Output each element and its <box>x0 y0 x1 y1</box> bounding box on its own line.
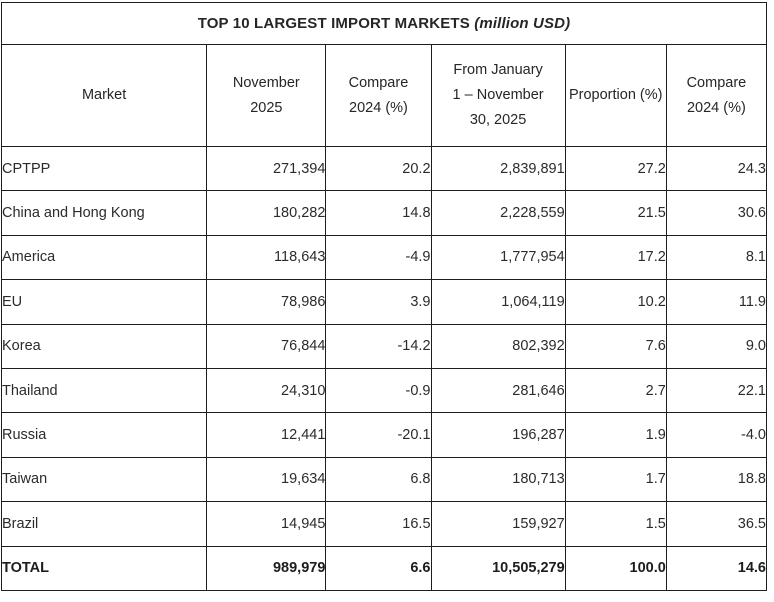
header-line: 2024 (%) <box>349 99 408 116</box>
cell-proportion: 1.7 <box>564 456 667 503</box>
header-line: 1 – November <box>452 87 544 103</box>
cell-november: 19,634 <box>206 456 327 503</box>
header-line: Compare <box>348 74 409 91</box>
cell-compare-month: 16.5 <box>325 501 432 547</box>
table-row: EU 78,986 3.9 1,064,119 10.2 11.9 <box>0 279 768 325</box>
header-line: 30, 2025 <box>469 112 527 128</box>
cell-market: Thailand <box>0 367 208 414</box>
cell-compare-month: 6.8 <box>325 456 432 503</box>
table-title: TOP 10 LARGEST IMPORT MARKETS (million U… <box>1 2 767 45</box>
cell-market: CPTPP <box>0 145 208 192</box>
cell-november: 24,310 <box>206 367 327 414</box>
column-header-compare-cumulative: Compare 2024 (%) <box>665 44 768 147</box>
table-body: CPTPP 271,394 20.2 2,839,891 27.2 24.3 C… <box>0 145 768 591</box>
cell-compare-cumulative: -4.0 <box>665 412 768 458</box>
cell-november: 180,282 <box>206 190 327 236</box>
cell-proportion: 27.2 <box>564 145 667 192</box>
cell-proportion: 100.0 <box>564 545 667 591</box>
cell-compare-month: -20.1 <box>325 412 432 458</box>
table-row: China and Hong Kong 180,282 14.8 2,228,5… <box>0 190 768 236</box>
cell-november: 118,643 <box>206 234 327 281</box>
cell-proportion: 10.2 <box>564 279 667 325</box>
header-line: November <box>232 74 300 91</box>
column-header-cumulative: From January 1 – November 30, 2025 <box>430 44 566 147</box>
cell-compare-month: -0.9 <box>325 367 432 414</box>
cell-compare-cumulative: 24.3 <box>665 145 768 192</box>
cell-market: TOTAL <box>0 545 208 591</box>
table-row: Taiwan 19,634 6.8 180,713 1.7 18.8 <box>0 456 768 503</box>
table-row: Korea 76,844 -14.2 802,392 7.6 9.0 <box>0 323 768 369</box>
cell-proportion: 2.7 <box>564 367 667 414</box>
header-row: Market November 2025 Compare 2024 (%) Fr… <box>0 44 768 147</box>
table-head: TOP 10 LARGEST IMPORT MARKETS (million U… <box>0 2 768 147</box>
column-header-proportion: Proportion (%) <box>564 44 667 147</box>
cell-november: 78,986 <box>206 279 327 325</box>
cell-market: Brazil <box>0 501 208 547</box>
cell-proportion: 1.5 <box>564 501 667 547</box>
cell-compare-month: 20.2 <box>325 145 432 192</box>
table-row: Brazil 14,945 16.5 159,927 1.5 36.5 <box>0 501 768 547</box>
cell-cumulative: 1,777,954 <box>430 234 566 281</box>
import-markets-table: TOP 10 LARGEST IMPORT MARKETS (million U… <box>0 2 768 591</box>
cell-market: EU <box>0 279 208 325</box>
table-row: CPTPP 271,394 20.2 2,839,891 27.2 24.3 <box>0 145 768 192</box>
column-header-compare-month: Compare 2024 (%) <box>325 44 432 147</box>
header-line: From January <box>453 62 543 78</box>
header-line: 2024 (%) <box>686 99 746 116</box>
cell-cumulative: 159,927 <box>430 501 566 547</box>
cell-compare-cumulative: 8.1 <box>665 234 768 281</box>
cell-compare-month: -14.2 <box>325 323 432 369</box>
cell-november: 76,844 <box>206 323 327 369</box>
header-line: 2025 <box>250 99 283 116</box>
cell-market: China and Hong Kong <box>0 190 208 236</box>
cell-compare-cumulative: 11.9 <box>665 279 768 325</box>
cell-compare-month: 6.6 <box>325 545 432 591</box>
cell-compare-cumulative: 18.8 <box>665 456 768 503</box>
table-row: Russia 12,441 -20.1 196,287 1.9 -4.0 <box>0 412 768 458</box>
cell-proportion: 17.2 <box>564 234 667 281</box>
cell-cumulative: 10,505,279 <box>430 545 566 591</box>
cell-cumulative: 802,392 <box>430 323 566 369</box>
cell-compare-month: 3.9 <box>325 279 432 325</box>
column-header-market: Market <box>0 44 208 147</box>
table-row: America 118,643 -4.9 1,777,954 17.2 8.1 <box>0 234 768 281</box>
cell-compare-cumulative: 36.5 <box>665 501 768 547</box>
header-line: Market <box>81 87 127 103</box>
table-total-row: TOTAL 989,979 6.6 10,505,279 100.0 14.6 <box>0 545 768 591</box>
cell-cumulative: 281,646 <box>430 367 566 414</box>
cell-november: 271,394 <box>206 145 327 192</box>
cell-compare-cumulative: 9.0 <box>665 323 768 369</box>
cell-market: America <box>0 234 208 281</box>
cell-november: 989,979 <box>206 545 327 591</box>
cell-cumulative: 196,287 <box>430 412 566 458</box>
title-row: TOP 10 LARGEST IMPORT MARKETS (million U… <box>1 2 767 45</box>
cell-market: Russia <box>0 412 208 458</box>
column-header-november: November 2025 <box>206 44 327 147</box>
cell-compare-cumulative: 14.6 <box>665 545 768 591</box>
header-line: Proportion (%) <box>568 87 663 103</box>
cell-market: Taiwan <box>0 456 208 503</box>
cell-cumulative: 2,228,559 <box>430 190 566 236</box>
table-title-main: TOP 10 LARGEST IMPORT MARKETS <box>197 15 470 32</box>
table-row: Thailand 24,310 -0.9 281,646 2.7 22.1 <box>0 367 768 414</box>
cell-compare-month: -4.9 <box>325 234 432 281</box>
cell-compare-cumulative: 30.6 <box>665 190 768 236</box>
cell-cumulative: 2,839,891 <box>430 145 566 192</box>
cell-november: 12,441 <box>206 412 327 458</box>
table-title-unit: (million USD) <box>474 15 571 32</box>
cell-cumulative: 1,064,119 <box>430 279 566 325</box>
cell-cumulative: 180,713 <box>430 456 566 503</box>
cell-proportion: 7.6 <box>564 323 667 369</box>
cell-compare-month: 14.8 <box>325 190 432 236</box>
cell-compare-cumulative: 22.1 <box>665 367 768 414</box>
header-line: Compare <box>686 74 747 91</box>
cell-proportion: 21.5 <box>564 190 667 236</box>
cell-november: 14,945 <box>206 501 327 547</box>
cell-market: Korea <box>0 323 208 369</box>
cell-proportion: 1.9 <box>564 412 667 458</box>
